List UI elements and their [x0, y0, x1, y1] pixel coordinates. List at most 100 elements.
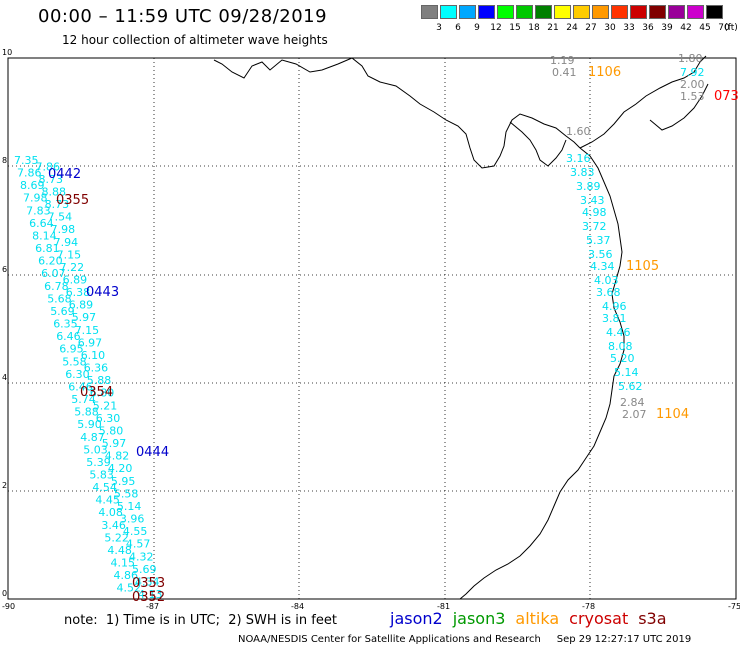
wave-height-value: 3.56 [588, 248, 613, 261]
wave-height-value: 7.15 [57, 248, 82, 261]
wave-height-value: 6.46 [68, 380, 93, 393]
legend-swatch [459, 5, 476, 19]
wave-height-value: 8.73 [45, 198, 70, 211]
legend-swatch [687, 5, 704, 19]
wave-height-value: 7.54 [48, 211, 73, 224]
legend-label: 36 [642, 23, 654, 33]
wave-height-value: 7.83 [26, 204, 50, 217]
wave-height-value: 3.81 [602, 312, 627, 325]
legend-label: 42 [680, 23, 692, 33]
wave-height-value: 5.14 [117, 500, 141, 513]
wave-height-value: 6.38 [66, 286, 91, 299]
wave-height-value: 5.58 [114, 487, 138, 500]
wave-height-value: 6.64 [29, 217, 53, 230]
wave-height-value: 3.96 [120, 513, 144, 526]
wave-height-value: 5.68 [47, 292, 71, 305]
wave-height-value: 7.35 [14, 154, 39, 167]
legend-label: 9 [474, 23, 480, 33]
legend-label: 39 [661, 23, 673, 33]
legend-swatch [421, 5, 438, 19]
wave-height-value: 4.45 [95, 494, 120, 507]
wave-height-value: 6.89 [69, 299, 94, 312]
legend-label: 18 [528, 23, 540, 33]
wave-height-value: 7.98 [23, 192, 48, 205]
lat-tick-label: 8 [2, 156, 7, 165]
wave-height-value: 6.35 [53, 318, 77, 331]
satellite-key-item: altika [515, 609, 560, 628]
pass-label: 0444 [136, 445, 169, 460]
wave-height-value: 7.94 [54, 236, 79, 249]
wave-height-value: 6.95 [59, 343, 83, 356]
legend-swatch [440, 5, 457, 19]
lat-tick-label: 6 [2, 265, 7, 274]
lat-tick-label: 10 [2, 48, 12, 57]
satellite-key-item: jason2 [390, 609, 443, 628]
legend-swatch [573, 5, 590, 19]
wave-height-value: 3.89 [576, 180, 601, 193]
wave-height-value: 5.74 [71, 393, 96, 406]
lat-tick-label: 2 [2, 481, 7, 490]
wave-height-value: 5.90 [77, 418, 102, 431]
wave-height-value: 5.69 [132, 563, 157, 576]
legend-swatch [611, 5, 628, 19]
lon-tick-label: -75 [728, 602, 740, 611]
map-frame [7, 57, 737, 600]
wave-height-value: 4.55 [123, 525, 147, 538]
wave-height-value: 5.69 [50, 305, 74, 318]
wave-height-value: 2.07 [622, 408, 647, 421]
legend-swatch [592, 5, 609, 19]
pass-label: 1104 [656, 407, 689, 422]
wave-height-value: 4.46 [606, 326, 631, 339]
wave-height-value: 3.46 [101, 519, 126, 532]
legend-label: 33 [623, 23, 635, 33]
satellite-key-item: s3a [638, 609, 667, 628]
wave-height-value: 2.84 [620, 396, 645, 409]
satellite-key-item: jason3 [452, 609, 506, 628]
wave-height-value: 6.30 [65, 368, 90, 381]
coastline-central-america [213, 57, 581, 169]
legend-unit: (ft) [724, 23, 738, 33]
wave-height-value: 6.07 [41, 267, 66, 280]
legend-label: 21 [547, 23, 559, 33]
wave-height-value: 8.14 [32, 230, 57, 243]
wave-height-value: 4.86 [114, 569, 139, 582]
legend-label: 3 [436, 23, 442, 33]
legend-label: 24 [566, 23, 578, 33]
wave-height-value: 1.60 [566, 125, 591, 138]
wave-height-value: 7.92 [680, 66, 705, 79]
wave-height-values: 7.357.867.868.738.698.887.988.737.837.54… [14, 52, 705, 601]
lon-tick-label: -87 [146, 602, 159, 611]
wave-height-value: 5.83 [89, 469, 114, 482]
wave-height-value: 7.15 [75, 324, 100, 337]
wave-height-value: 5.22 [104, 531, 128, 544]
legend-label: 12 [490, 23, 502, 33]
wave-height-value: 7.22 [60, 261, 85, 274]
wave-height-value: 5.62 [618, 380, 643, 393]
pass-label: 1105 [626, 259, 659, 274]
wave-height-value: 5.88 [87, 374, 112, 387]
legend-label: 30 [604, 23, 616, 33]
pass-label: 0442 [48, 167, 81, 182]
lon-tick-label: -81 [437, 602, 450, 611]
wave-height-value: 3.72 [582, 220, 607, 233]
wave-height-value: 4.32 [129, 550, 154, 563]
coastline-ecuador-east [649, 83, 709, 131]
wave-height-value: 4.96 [602, 300, 627, 313]
wave-height-value: 4.08 [98, 506, 123, 519]
axis-ticks: 0 2 4 6 8 10 -90 -87 -84 -81 -78 -75 [2, 48, 740, 611]
wave-height-value: 6.20 [38, 255, 63, 268]
legend-label: 27 [585, 23, 597, 33]
wave-height-value: 5.03 [83, 443, 108, 456]
wave-height-value: 1.19 [550, 54, 575, 67]
wave-height-value: 6.89 [63, 274, 88, 287]
wave-height-value: 6.36 [84, 362, 109, 375]
pass-label: 073 [714, 89, 739, 104]
wave-height-value: 8.69 [20, 179, 45, 192]
wave-height-value: 8.08 [608, 340, 633, 353]
wave-height-value: 5.14 [614, 366, 639, 379]
wave-height-value: 4.98 [582, 206, 607, 219]
wave-height-value: 4.57 [126, 538, 150, 551]
coastline-colombia-north [579, 55, 707, 149]
